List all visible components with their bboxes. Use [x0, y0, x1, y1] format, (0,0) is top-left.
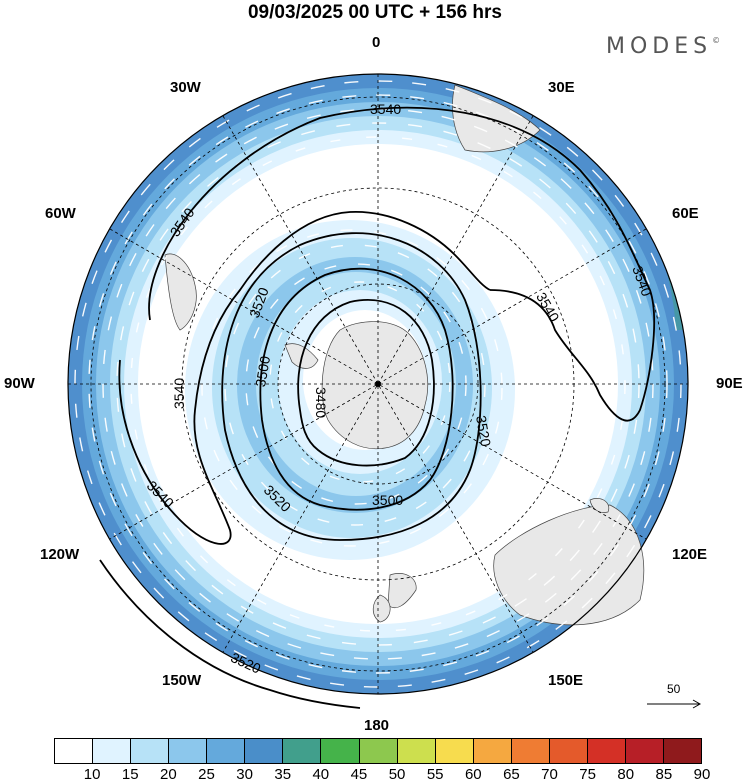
height-contours [99, 106, 655, 709]
colorbar-tick-label: 35 [274, 766, 292, 783]
contour-label: 3540 [370, 101, 401, 117]
colorbar-swatch [435, 739, 474, 763]
colorbar-tick-label: 20 [160, 766, 177, 783]
colorbar [54, 738, 702, 764]
contour-label: 3500 [372, 492, 403, 508]
lon-label-60e: 60E [672, 205, 699, 222]
lon-label-120e: 120E [672, 546, 708, 563]
colorbar-tick-label: 40 [312, 766, 330, 783]
colorbar-tick-label: 30 [236, 766, 253, 783]
contour-label: 3500 [252, 355, 273, 389]
colorbar-swatch [359, 739, 398, 763]
colorbar-tick-label: 55 [426, 766, 444, 783]
colorbar-ticks: 10 15 20 25 30 35 40 45 50 55 60 65 70 75 80 85 90 [54, 766, 711, 783]
colorbar-tick-label: 60 [464, 766, 482, 783]
south-pole-marker [375, 381, 381, 387]
south-america-shape [164, 253, 197, 331]
polar-stereographic-map: 3540 3540 3540 3540 3540 3540 3520 3520 … [67, 73, 689, 709]
tasmania-shape [589, 498, 610, 513]
colorbar-swatch [245, 739, 284, 763]
colorbar-swatch [169, 739, 208, 763]
lon-label-30w: 30W [170, 79, 201, 96]
map-title: 09/03/2025 00 UTC + 156 hrs [247, 2, 503, 23]
colorbar-tick-label: 85 [655, 766, 673, 783]
contour-3520-outer [99, 559, 361, 709]
colorbar-swatch [321, 739, 360, 763]
antarctica-shape [321, 321, 429, 450]
colorbar-swatch [511, 739, 550, 763]
colorbar-swatch [473, 739, 512, 763]
map-frame [67, 73, 689, 695]
new-zealand-south [372, 594, 391, 623]
colorbar-swatch [207, 739, 246, 763]
lon-label-120w: 120W [40, 546, 80, 563]
brand-mark: © [712, 36, 721, 45]
modes-logo: MODES© [606, 34, 720, 59]
contour-3500 [259, 267, 454, 511]
colorbar-tick-label: 65 [503, 766, 520, 783]
lon-label-90e: 90E [716, 375, 743, 392]
colorbar-tick-label: 25 [198, 766, 215, 783]
reference-vector-label: 50 [667, 682, 681, 696]
lon-label-150e: 150E [548, 672, 584, 689]
contour-label: 3540 [171, 378, 187, 409]
colorbar-tick-label: 75 [579, 766, 596, 783]
colorbar-tick-label: 10 [83, 766, 101, 783]
reference-vector-arrow [647, 699, 702, 709]
australia-shape [493, 504, 645, 626]
colorbar-swatch [93, 739, 132, 763]
lon-label-150w: 150W [162, 672, 202, 689]
colorbar-swatch [587, 739, 626, 763]
lon-label-30e: 30E [548, 79, 575, 96]
contour-3540-b [118, 211, 491, 545]
colorbar-swatch [625, 739, 664, 763]
contour-3480 [297, 299, 435, 467]
land [164, 84, 645, 626]
contour-label: 3480 [313, 387, 329, 418]
colorbar-swatch [131, 739, 170, 763]
colorbar-swatch [549, 739, 588, 763]
contour-3520-inner [221, 232, 482, 541]
colorbar-swatch [55, 739, 94, 763]
lon-label-90w: 90W [4, 375, 35, 392]
colorbar-swatch [664, 739, 702, 763]
colorbar-tick-label: 15 [121, 766, 139, 783]
colorbar-swatch [283, 739, 322, 763]
lon-label-60w: 60W [45, 205, 76, 222]
colorbar-tick-label: 50 [388, 766, 406, 783]
colorbar-tick-label: 45 [350, 766, 368, 783]
colorbar-tick-label: 80 [617, 766, 635, 783]
lon-label-0: 0 [372, 34, 381, 51]
colorbar-swatch [397, 739, 436, 763]
colorbar-tick-label: 90 [693, 766, 711, 783]
new-zealand-north [387, 573, 417, 609]
brand-text: MODES [606, 34, 713, 59]
contour-3540-a [148, 106, 655, 422]
colorbar-tick-label: 70 [541, 766, 558, 783]
contour-label: 3520 [473, 414, 494, 448]
graticule [68, 74, 688, 694]
lon-label-180: 180 [364, 717, 390, 734]
